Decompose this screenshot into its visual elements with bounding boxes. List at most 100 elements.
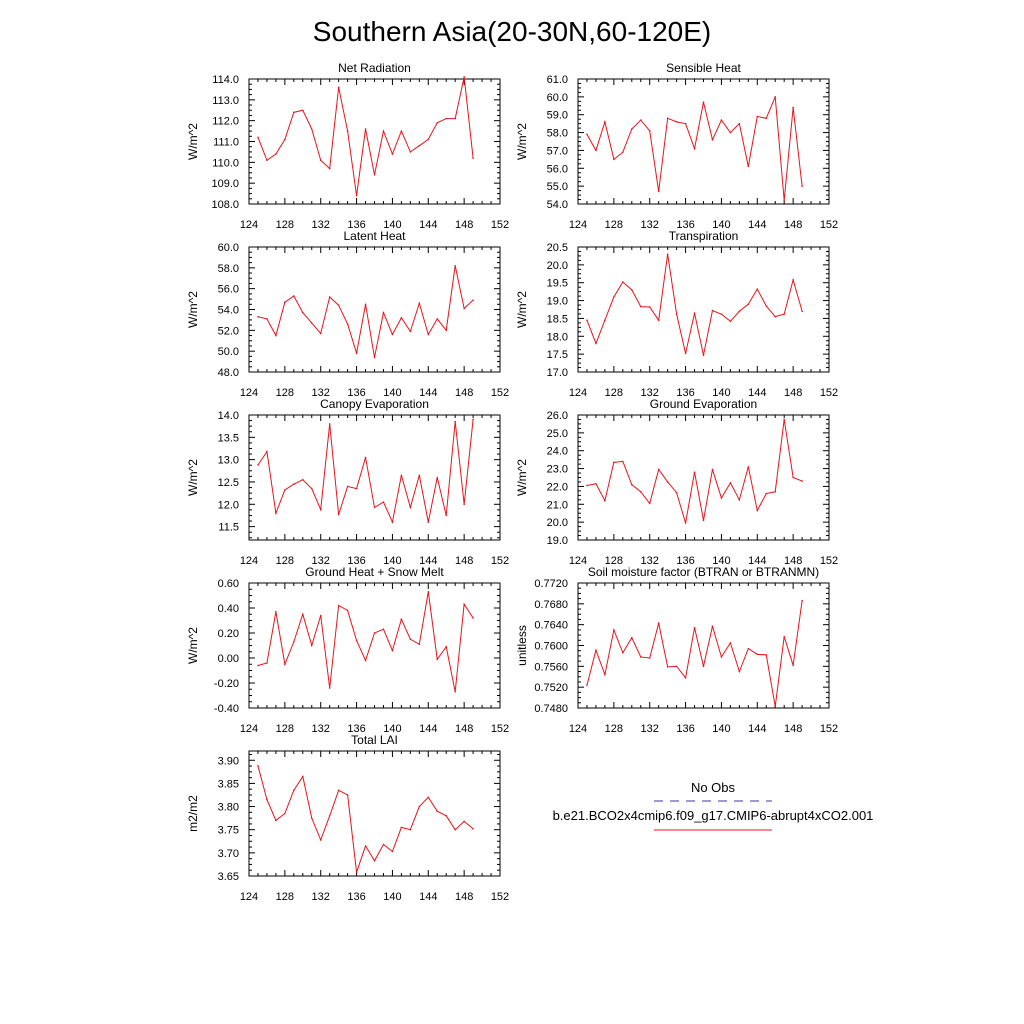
data-point [257, 464, 259, 466]
x-tick-label: 124 [569, 219, 587, 231]
x-tick-label: 148 [784, 219, 802, 231]
x-tick-label: 144 [419, 387, 437, 399]
data-point [747, 647, 750, 650]
data-point [355, 194, 358, 197]
data-point [364, 659, 367, 662]
x-tick-label: 128 [605, 723, 623, 735]
y-tick-label: 19.0 [547, 296, 568, 308]
series-line [257, 265, 474, 358]
y-tick-label: 20.0 [547, 260, 568, 272]
data-point [595, 649, 597, 651]
data-point [382, 130, 385, 132]
data-point [472, 617, 474, 619]
data-point [355, 487, 358, 490]
data-point [284, 138, 286, 141]
data-point [301, 775, 304, 778]
data-point [604, 499, 606, 502]
data-point [257, 315, 259, 318]
data-point [693, 147, 696, 150]
y-tick-label: 17.5 [547, 349, 568, 361]
data-point [373, 506, 376, 509]
x-tick-label: 128 [605, 555, 623, 567]
data-point [373, 356, 376, 359]
y-tick-label: 20.5 [547, 242, 568, 254]
x-tick-label: 124 [240, 891, 258, 903]
data-point [319, 839, 322, 841]
y-tick-label: 3.75 [218, 825, 239, 837]
x-tick-label: 124 [240, 387, 258, 399]
data-point [595, 149, 597, 152]
data-point [445, 329, 448, 332]
series-line [257, 591, 474, 692]
panel-1: Net Radiation 124 128 132 136 140 144 148 152 108… [186, 61, 509, 231]
x-tick-label: 140 [383, 387, 401, 399]
data-point [382, 843, 385, 846]
data-point [301, 311, 304, 314]
y-tick-label: 0.40 [218, 603, 239, 615]
data-point [337, 789, 340, 792]
y-tick-label: 0.60 [218, 578, 239, 590]
panel-title: Soil moisture factor (BTRAN or BTRANMN) [588, 565, 819, 579]
data-point [266, 662, 268, 664]
y-tick-label: 19.0 [547, 535, 568, 547]
data-point [774, 705, 777, 708]
data-point [657, 468, 660, 471]
data-point [310, 644, 313, 647]
data-point [738, 122, 741, 125]
y-axis-label: W/m^2 [515, 123, 529, 160]
data-point [684, 122, 687, 125]
data-point [427, 590, 430, 593]
x-tick-label: 124 [240, 723, 258, 735]
data-point [702, 101, 705, 104]
data-point [472, 299, 474, 301]
y-axis-label: W/m^2 [515, 459, 529, 496]
data-point [382, 501, 385, 503]
x-tick-label: 140 [383, 723, 401, 735]
y-tick-label: 60.0 [218, 242, 239, 254]
data-point [622, 651, 624, 654]
data-point [454, 264, 456, 267]
y-tick-label: 114.0 [212, 74, 239, 86]
data-point [792, 476, 794, 479]
x-tick-label: 136 [676, 219, 694, 231]
data-point [346, 130, 349, 132]
data-point [648, 657, 651, 659]
x-tick-label: 144 [748, 387, 766, 399]
x-tick-label: 148 [455, 891, 473, 903]
y-tick-label: 56.0 [547, 163, 568, 175]
y-tick-label: 0.7680 [534, 599, 568, 611]
data-point [738, 499, 741, 501]
data-point [284, 663, 286, 666]
y-tick-label: 3.90 [218, 755, 239, 767]
x-tick-label: 132 [312, 723, 330, 735]
data-point [622, 151, 624, 154]
data-point [391, 521, 394, 523]
data-point [702, 354, 705, 357]
data-point [293, 295, 295, 297]
y-tick-label: 108.0 [211, 199, 239, 211]
data-point [801, 310, 803, 313]
series-line [257, 765, 474, 873]
x-tick-label: 132 [641, 723, 659, 735]
data-point [765, 654, 768, 656]
data-point [729, 642, 732, 644]
y-tick-label: 0.7560 [534, 661, 568, 673]
data-point [418, 474, 421, 477]
data-point [472, 827, 474, 830]
data-point [436, 658, 439, 661]
data-point [604, 121, 606, 123]
y-tick-label: 21.0 [547, 499, 568, 511]
data-point [391, 333, 394, 336]
data-point [418, 643, 421, 646]
data-point [604, 319, 606, 322]
x-tick-label: 128 [276, 387, 294, 399]
panel-2: Sensible Heat 124 128 132 136 140 144 148 152 54.… [515, 61, 838, 231]
data-point [328, 423, 331, 425]
data-point [801, 185, 803, 187]
data-point [756, 509, 759, 512]
data-point [463, 603, 465, 606]
y-tick-label: 11.5 [218, 522, 239, 534]
data-point [711, 309, 714, 312]
data-point [382, 628, 385, 631]
data-point [792, 279, 794, 281]
